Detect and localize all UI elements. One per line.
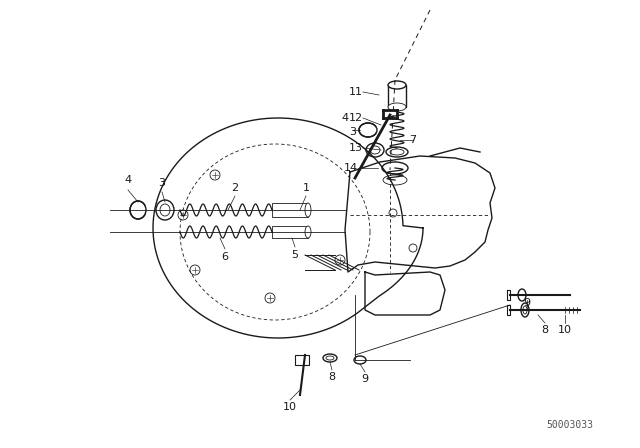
Ellipse shape: [388, 81, 406, 89]
Text: 12: 12: [349, 113, 363, 123]
Text: 7: 7: [410, 135, 417, 145]
Ellipse shape: [370, 146, 380, 154]
Text: 11: 11: [349, 87, 363, 97]
Ellipse shape: [523, 306, 527, 314]
Ellipse shape: [390, 149, 404, 155]
Ellipse shape: [305, 203, 311, 217]
Text: 9: 9: [524, 298, 531, 308]
Ellipse shape: [326, 356, 334, 360]
Text: 3: 3: [159, 178, 166, 188]
Bar: [272, 203, 308, 217]
Ellipse shape: [305, 226, 311, 238]
Text: 3: 3: [349, 127, 356, 137]
Text: 4: 4: [124, 175, 132, 185]
Text: 10: 10: [558, 325, 572, 335]
Text: 5: 5: [291, 250, 298, 260]
Ellipse shape: [156, 200, 174, 220]
Bar: [388, 85, 406, 107]
Bar: [295, 355, 309, 365]
Text: 2: 2: [232, 183, 239, 193]
Ellipse shape: [383, 175, 407, 185]
Ellipse shape: [386, 147, 408, 157]
Bar: [272, 226, 308, 238]
Ellipse shape: [354, 356, 366, 364]
Ellipse shape: [382, 162, 408, 174]
Text: 50003033: 50003033: [547, 420, 593, 430]
Ellipse shape: [388, 103, 406, 111]
Ellipse shape: [160, 204, 170, 216]
Ellipse shape: [130, 201, 146, 219]
Ellipse shape: [518, 289, 526, 301]
Text: 6: 6: [221, 252, 228, 262]
Text: 14: 14: [344, 163, 358, 173]
Text: 8: 8: [541, 325, 548, 335]
Ellipse shape: [359, 123, 377, 137]
Text: 8: 8: [328, 372, 335, 382]
Ellipse shape: [366, 143, 384, 157]
Text: 1: 1: [303, 183, 310, 193]
Ellipse shape: [323, 354, 337, 362]
Text: 4: 4: [341, 113, 349, 123]
Text: 10: 10: [283, 402, 297, 412]
Text: 9: 9: [362, 374, 369, 384]
Ellipse shape: [521, 303, 529, 317]
Text: 13: 13: [349, 143, 363, 153]
